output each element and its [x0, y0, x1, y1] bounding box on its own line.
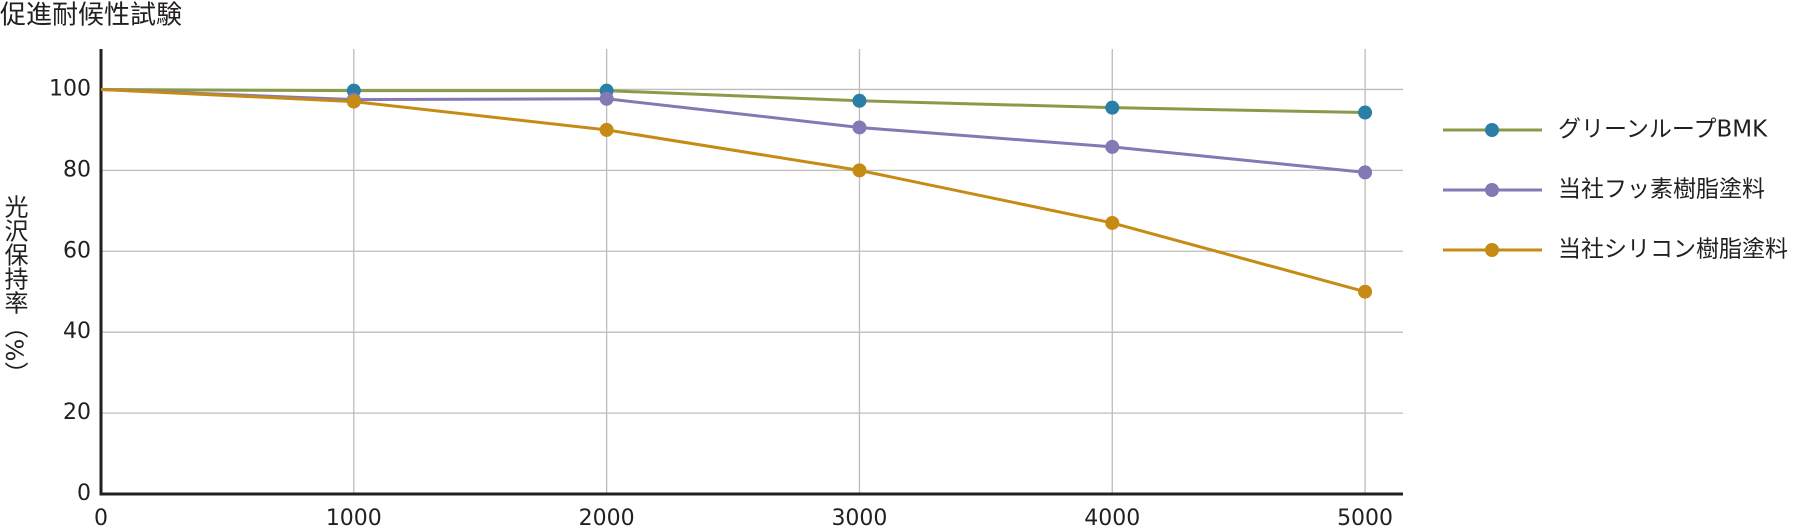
point-marker	[1105, 100, 1120, 115]
x-tick-label: 1000	[326, 506, 382, 529]
legend-marker	[1485, 123, 1499, 137]
series-line	[100, 87, 1366, 294]
point-marker	[852, 163, 867, 178]
legend-marker	[1485, 183, 1499, 197]
y-tick-label: 80	[63, 157, 91, 182]
x-tick-label: 0	[94, 506, 108, 529]
series-line	[100, 87, 1366, 115]
x-tick-label: 3000	[831, 506, 887, 529]
point-marker	[1105, 215, 1120, 230]
point-marker	[599, 122, 614, 137]
y-axis-label: 光沢保持率（%）	[0, 195, 28, 386]
legend-label: 当社シリコン樹脂塗料	[1558, 237, 1788, 263]
legend-label: グリーンループBMK	[1558, 117, 1768, 143]
x-tick-label: 4000	[1084, 506, 1140, 529]
point-marker	[1358, 105, 1373, 120]
y-tick-label: 100	[49, 76, 91, 101]
point-marker	[1105, 139, 1120, 154]
y-tick-label: 60	[63, 238, 91, 263]
point-marker	[346, 94, 361, 109]
series-line	[100, 87, 1366, 174]
y-tick-label: 0	[77, 481, 91, 506]
point-marker	[1358, 165, 1373, 180]
point-marker	[852, 120, 867, 135]
y-tick-label: 20	[63, 400, 91, 425]
point-marker	[1358, 284, 1373, 299]
point-marker	[599, 91, 614, 106]
chart-title: 促進耐候性試験	[0, 1, 182, 31]
x-tick-label: 2000	[579, 506, 635, 529]
legend-marker	[1485, 243, 1499, 257]
y-tick-label: 40	[63, 319, 91, 344]
legend-label: 当社フッ素樹脂塗料	[1558, 177, 1765, 203]
x-tick-label: 5000	[1337, 506, 1393, 529]
point-marker	[852, 93, 867, 108]
